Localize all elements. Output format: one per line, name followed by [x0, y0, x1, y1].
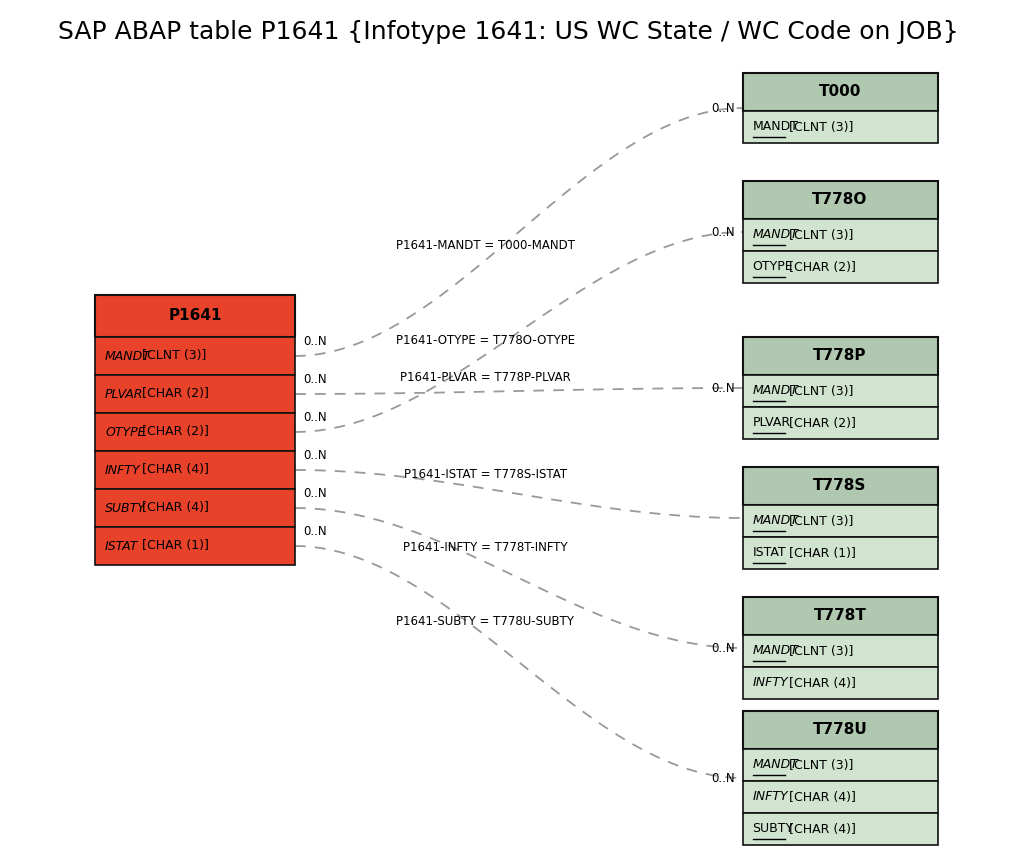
Text: 0..N: 0..N: [303, 373, 326, 386]
Text: 0..N: 0..N: [711, 101, 734, 114]
Text: [CHAR (2)]: [CHAR (2)]: [785, 261, 856, 273]
Bar: [742, 111, 938, 143]
Bar: [95, 295, 295, 337]
Text: T778O: T778O: [813, 193, 868, 207]
Text: 0..N: 0..N: [711, 642, 734, 654]
Text: 0..N: 0..N: [711, 382, 734, 395]
Bar: [95, 489, 295, 527]
Text: [CLNT (3)]: [CLNT (3)]: [785, 384, 853, 397]
Bar: [742, 597, 938, 635]
Bar: [742, 781, 938, 813]
Text: 0..N: 0..N: [303, 335, 326, 348]
Bar: [742, 375, 938, 407]
Text: [CHAR (4)]: [CHAR (4)]: [785, 790, 856, 803]
Text: P1641: P1641: [168, 309, 222, 323]
Text: [CLNT (3)]: [CLNT (3)]: [785, 759, 853, 771]
Text: MANDT: MANDT: [753, 384, 798, 397]
Bar: [742, 749, 938, 781]
Text: P1641-OTYPE = T778O-OTYPE: P1641-OTYPE = T778O-OTYPE: [396, 334, 575, 347]
Bar: [95, 375, 295, 413]
Text: [CLNT (3)]: [CLNT (3)]: [785, 644, 853, 658]
Text: 0..N: 0..N: [711, 225, 734, 238]
Bar: [742, 467, 938, 505]
Text: P1641-INFTY = T778T-INFTY: P1641-INFTY = T778T-INFTY: [403, 541, 567, 554]
Text: T778S: T778S: [814, 478, 866, 494]
Text: P1641-ISTAT = T778S-ISTAT: P1641-ISTAT = T778S-ISTAT: [404, 468, 567, 481]
Bar: [742, 667, 938, 699]
Text: [CLNT (3)]: [CLNT (3)]: [137, 349, 205, 363]
Bar: [742, 73, 938, 111]
Text: ISTAT: ISTAT: [105, 539, 138, 552]
Text: MANDT: MANDT: [753, 514, 798, 527]
Bar: [742, 219, 938, 251]
Text: OTYPE: OTYPE: [105, 426, 145, 439]
Text: [CHAR (4)]: [CHAR (4)]: [137, 501, 208, 514]
Text: 0..N: 0..N: [303, 449, 326, 462]
Text: SUBTY: SUBTY: [753, 822, 793, 836]
Text: [CHAR (1)]: [CHAR (1)]: [137, 539, 208, 552]
Bar: [95, 527, 295, 565]
Text: MANDT: MANDT: [105, 349, 151, 363]
Text: P1641-PLVAR = T778P-PLVAR: P1641-PLVAR = T778P-PLVAR: [400, 371, 571, 384]
Text: INFTY: INFTY: [753, 790, 788, 803]
Text: [CLNT (3)]: [CLNT (3)]: [785, 514, 853, 527]
Text: INFTY: INFTY: [753, 677, 788, 690]
Text: PLVAR: PLVAR: [753, 416, 790, 429]
Text: ISTAT: ISTAT: [753, 546, 786, 560]
Bar: [742, 711, 938, 749]
Bar: [95, 337, 295, 375]
Text: MANDT: MANDT: [753, 759, 798, 771]
Text: T778T: T778T: [814, 609, 866, 624]
Text: [CHAR (4)]: [CHAR (4)]: [137, 464, 208, 476]
Text: [CHAR (1)]: [CHAR (1)]: [785, 546, 856, 560]
Bar: [742, 251, 938, 283]
Text: MANDT: MANDT: [753, 644, 798, 658]
Text: P1641-MANDT = T000-MANDT: P1641-MANDT = T000-MANDT: [396, 239, 575, 252]
Bar: [95, 451, 295, 489]
Bar: [742, 635, 938, 667]
Text: [CHAR (4)]: [CHAR (4)]: [785, 677, 856, 690]
Text: [CHAR (2)]: [CHAR (2)]: [137, 426, 208, 439]
Text: PLVAR: PLVAR: [105, 388, 143, 401]
Text: P1641-SUBTY = T778U-SUBTY: P1641-SUBTY = T778U-SUBTY: [397, 615, 575, 628]
Bar: [95, 413, 295, 451]
Text: 0..N: 0..N: [711, 771, 734, 784]
Text: T778U: T778U: [813, 722, 868, 738]
Bar: [742, 505, 938, 537]
Text: INFTY: INFTY: [105, 464, 140, 476]
Text: SAP ABAP table P1641 {Infotype 1641: US WC State / WC Code on JOB}: SAP ABAP table P1641 {Infotype 1641: US …: [58, 20, 959, 44]
Bar: [742, 337, 938, 375]
Text: OTYPE: OTYPE: [753, 261, 793, 273]
Text: [CLNT (3)]: [CLNT (3)]: [785, 229, 853, 242]
Text: SUBTY: SUBTY: [105, 501, 145, 514]
Text: MANDT: MANDT: [753, 229, 798, 242]
Text: T778P: T778P: [814, 348, 866, 364]
Bar: [742, 813, 938, 845]
Bar: [742, 407, 938, 439]
Text: 0..N: 0..N: [303, 411, 326, 424]
Text: [CHAR (2)]: [CHAR (2)]: [137, 388, 208, 401]
Text: 0..N: 0..N: [303, 487, 326, 500]
Bar: [742, 537, 938, 569]
Text: [CHAR (4)]: [CHAR (4)]: [785, 822, 856, 836]
Text: 0..N: 0..N: [303, 525, 326, 538]
Bar: [742, 181, 938, 219]
Text: T000: T000: [819, 84, 861, 100]
Text: [CLNT (3)]: [CLNT (3)]: [785, 120, 853, 133]
Text: [CHAR (2)]: [CHAR (2)]: [785, 416, 856, 429]
Text: MANDT: MANDT: [753, 120, 798, 133]
